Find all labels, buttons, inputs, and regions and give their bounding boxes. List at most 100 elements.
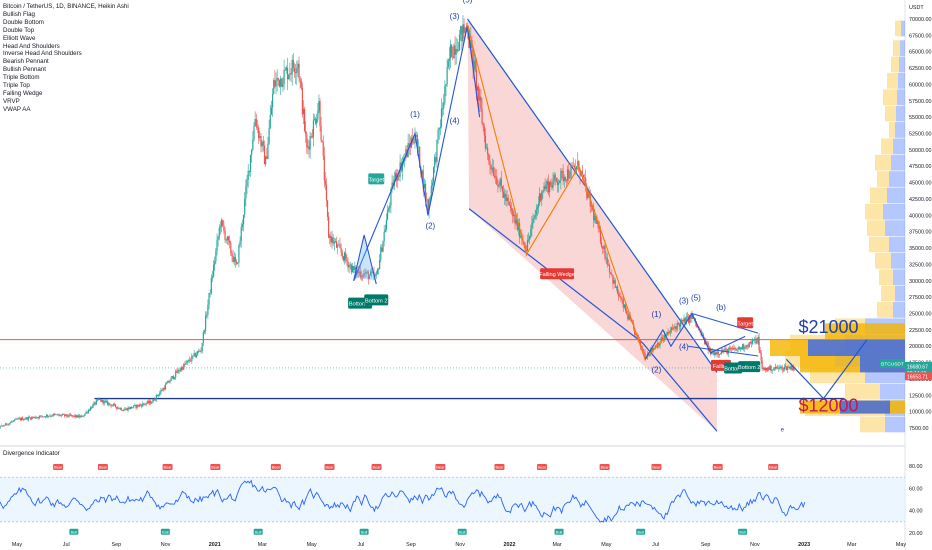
candle-body bbox=[452, 56, 454, 59]
candle-body bbox=[504, 194, 506, 198]
candle-body bbox=[145, 403, 147, 405]
candle-body bbox=[31, 417, 33, 420]
candle-body bbox=[331, 237, 333, 243]
legend-item[interactable]: VRVP bbox=[3, 97, 20, 105]
bear-tag bbox=[371, 464, 382, 470]
candle-body bbox=[238, 245, 240, 263]
legend-item[interactable]: Elliott Wave bbox=[3, 34, 36, 42]
candle-body bbox=[78, 415, 80, 418]
candle-body bbox=[102, 399, 104, 404]
legend-item[interactable]: VWAP AA bbox=[3, 105, 31, 113]
bear-tag bbox=[651, 464, 662, 470]
candle-body bbox=[409, 145, 412, 148]
candle-body bbox=[513, 214, 515, 217]
candle-body bbox=[266, 156, 268, 159]
symbol-tag-label: BTCUSDT bbox=[881, 361, 904, 367]
legend-item[interactable]: Double Top bbox=[3, 26, 35, 34]
candle-body bbox=[95, 400, 97, 405]
candle-body bbox=[223, 225, 225, 231]
legend-item[interactable]: Falling Wedge bbox=[3, 89, 43, 97]
candle-body bbox=[360, 276, 363, 278]
candle-body bbox=[267, 143, 269, 159]
candle-body bbox=[337, 245, 339, 248]
candle-body bbox=[317, 111, 319, 120]
candle-body bbox=[88, 410, 91, 411]
candle-body bbox=[42, 416, 44, 418]
candle-body bbox=[546, 181, 548, 185]
candle-body bbox=[488, 154, 490, 161]
candle-body bbox=[76, 415, 78, 418]
candle-body bbox=[168, 381, 170, 383]
candle-body bbox=[25, 417, 27, 420]
candle-body bbox=[553, 174, 555, 182]
vp-bar-blue bbox=[897, 89, 905, 106]
candle-body bbox=[619, 296, 621, 298]
candle-body bbox=[641, 346, 643, 349]
candle-body bbox=[282, 84, 284, 87]
vp-bar-orange bbox=[893, 40, 900, 57]
bear-tag bbox=[435, 464, 446, 470]
bull-tag bbox=[359, 528, 369, 535]
legend-item[interactable]: Head And Shoulders bbox=[3, 42, 60, 50]
candle-body bbox=[622, 299, 624, 308]
legend-item[interactable]: Inverse Head And Shoulders bbox=[3, 50, 82, 58]
candle-body bbox=[217, 236, 219, 240]
candle-body bbox=[353, 265, 355, 270]
price-tick-label: 47500.00 bbox=[909, 164, 931, 170]
candle-body bbox=[545, 184, 547, 189]
legend-item[interactable]: Bearish Pennant bbox=[3, 58, 49, 66]
candle-body bbox=[211, 276, 214, 279]
legend-item[interactable]: Triple Bottom bbox=[3, 74, 40, 82]
legend-item[interactable]: Triple Top bbox=[3, 82, 30, 90]
candle-body bbox=[428, 199, 430, 212]
candle-body bbox=[462, 24, 464, 42]
legend-item[interactable]: Double Bottom bbox=[3, 18, 44, 26]
candle-body bbox=[320, 126, 322, 141]
candle-body bbox=[330, 235, 332, 243]
candle-body bbox=[394, 173, 397, 180]
price-tick-label: 32500.00 bbox=[909, 262, 931, 268]
candle-body bbox=[2, 425, 5, 427]
candle-body bbox=[14, 419, 16, 421]
candle-body bbox=[719, 353, 722, 355]
bear-tag-label: Bear bbox=[272, 466, 281, 470]
candle-body bbox=[572, 165, 574, 167]
candle-body bbox=[173, 377, 176, 379]
candle-body bbox=[359, 271, 362, 278]
candle-body bbox=[144, 404, 146, 405]
time-tick-label: 2021 bbox=[209, 542, 221, 548]
labels-layer: (5)(3)(1)(4)(2)(1)(2)(3)(4)(5)(b)Bottom … bbox=[348, 0, 859, 433]
candle-body bbox=[620, 296, 622, 300]
candle-body bbox=[414, 136, 416, 144]
candle-body bbox=[429, 197, 431, 200]
price-tick-label: 25000.00 bbox=[909, 311, 931, 317]
candle-body bbox=[583, 177, 586, 179]
legend-item[interactable]: Bullish Flag bbox=[3, 10, 35, 18]
candle-body bbox=[194, 353, 196, 357]
legend-item[interactable]: Bullish Pennant bbox=[3, 66, 46, 74]
candle-body bbox=[166, 383, 168, 385]
target-12000: $12000 bbox=[798, 396, 858, 416]
price-tick-label: 37500.00 bbox=[909, 230, 931, 236]
candle-body bbox=[284, 69, 286, 71]
candle-body bbox=[538, 193, 541, 204]
candle-body bbox=[67, 416, 69, 418]
candle-body bbox=[201, 343, 203, 352]
candle-body bbox=[532, 218, 534, 223]
pattern-badge bbox=[364, 294, 389, 306]
candle-body bbox=[224, 230, 226, 240]
candle-body bbox=[158, 395, 160, 396]
candle-body bbox=[77, 415, 79, 418]
candle-body bbox=[126, 408, 128, 411]
candle-body bbox=[33, 416, 35, 418]
price-tick-label: 22500.00 bbox=[909, 328, 931, 334]
candle-body bbox=[306, 134, 308, 148]
candle-body bbox=[222, 219, 224, 226]
candle-body bbox=[292, 59, 294, 68]
candle-body bbox=[227, 236, 230, 241]
bull-tag bbox=[69, 528, 79, 535]
candle-body bbox=[315, 118, 317, 124]
candle-body bbox=[11, 421, 14, 423]
candle-body bbox=[295, 72, 297, 74]
